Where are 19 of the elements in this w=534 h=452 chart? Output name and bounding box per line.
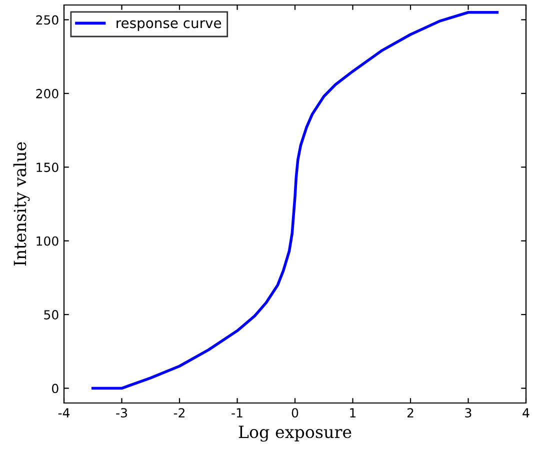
legend-label: response curve [116, 20, 222, 31]
line-series [91, 10, 499, 390]
x-tick-label: -1 [232, 408, 242, 418]
y-tick-label: 200 [36, 88, 58, 98]
y-tick-label: 0 [52, 384, 58, 394]
y-tick-label: 150 [36, 162, 58, 172]
x-axis-title: Log exposure [238, 426, 352, 442]
y-tick-label: 100 [36, 236, 58, 246]
x-tick-label: -2 [174, 408, 184, 418]
x-tick-label: 3 [465, 408, 472, 418]
x-tick-label: -4 [58, 408, 70, 418]
y-tick-label: 250 [36, 15, 58, 25]
y-tick-label: 50 [44, 310, 58, 320]
x-tick-label: 4 [522, 408, 530, 418]
x-tick-label: 0 [292, 408, 298, 418]
x-tick-label: -3 [116, 408, 127, 418]
x-tick-label: 2 [407, 408, 414, 418]
y-axis-title: Intensity value [13, 142, 30, 266]
x-tick-label: 1 [350, 408, 356, 418]
